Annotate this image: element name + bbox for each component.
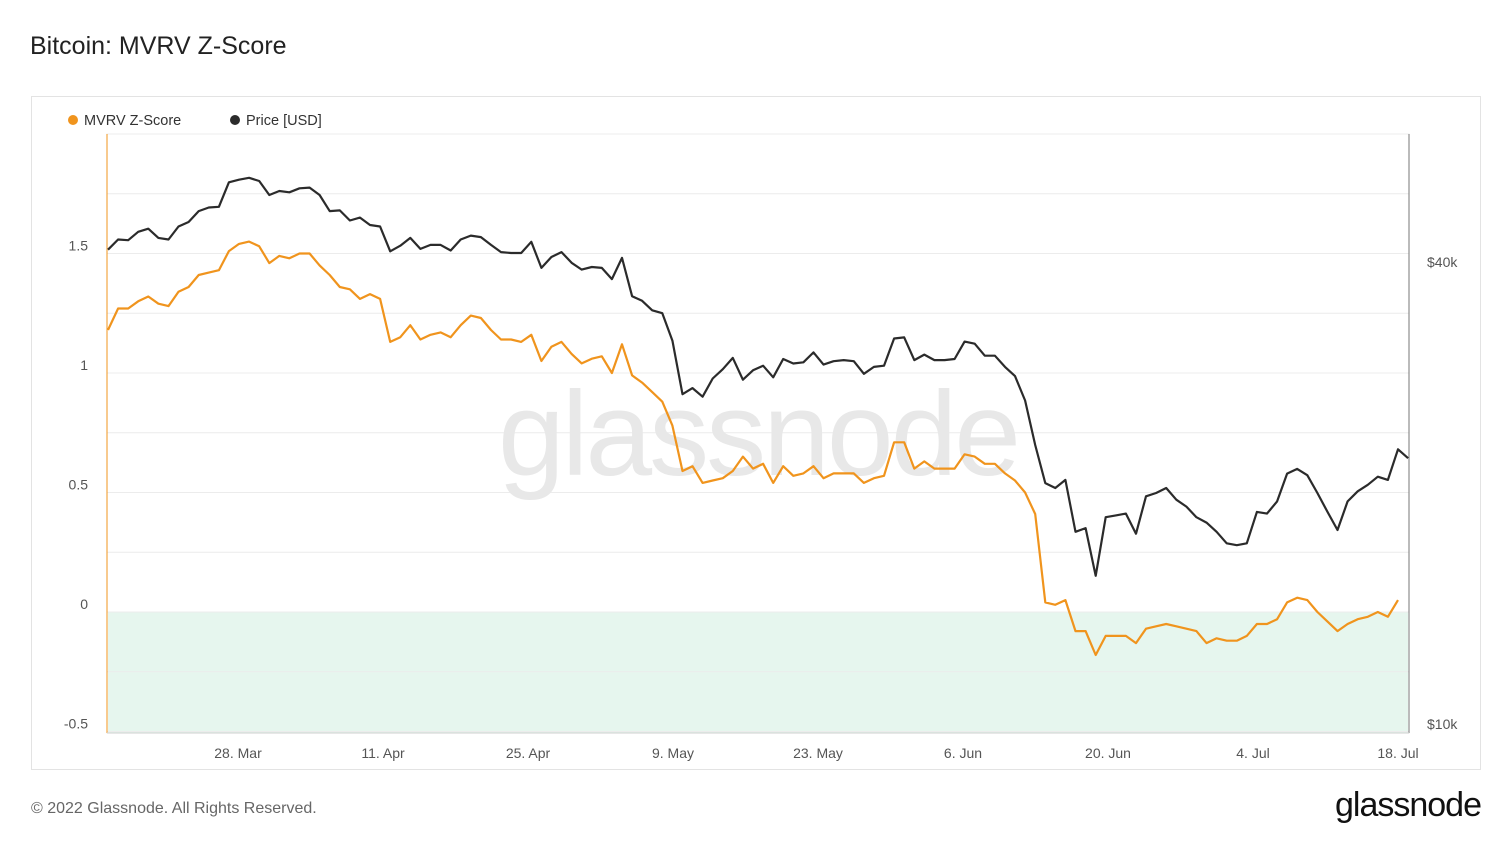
x-tick-label: 9. May — [652, 745, 694, 761]
y-left-tick-label: 0 — [80, 596, 88, 612]
legend-marker — [68, 115, 78, 125]
x-tick-label: 28. Mar — [214, 745, 262, 761]
x-tick-label: 18. Jul — [1377, 745, 1418, 761]
page-title: Bitcoin: MVRV Z-Score — [30, 32, 287, 60]
y-left-tick-label: 0.5 — [69, 477, 89, 493]
legend-label: MVRV Z-Score — [84, 113, 181, 129]
y-left-tick-label: 1 — [80, 357, 88, 373]
undervalued-zone — [108, 612, 1408, 733]
footer-copyright: © 2022 Glassnode. All Rights Reserved. — [31, 800, 317, 817]
mvrv-z-score-line — [107, 240, 1399, 657]
y-right-tick-label: $40k — [1427, 254, 1458, 270]
x-tick-label: 23. May — [793, 745, 843, 761]
chart-frame: glassnode 1.5 1 0.5 0 -0.5 $40k $10k 28. Mar 11.… — [31, 96, 1481, 770]
x-tick-label: 4. Jul — [1236, 745, 1269, 761]
x-tick-label: 6. Jun — [944, 745, 982, 761]
x-tick-label: 11. Apr — [361, 745, 405, 761]
x-tick-label: 20. Jun — [1085, 745, 1131, 761]
y-right-tick-label: $10k — [1427, 716, 1458, 732]
mvrv-chart: glassnode 1.5 1 0.5 0 -0.5 $40k $10k 28. Mar 11.… — [64, 113, 1458, 761]
legend-marker — [230, 115, 240, 125]
price-line — [107, 176, 1409, 577]
y-left-tick-label: -0.5 — [64, 716, 88, 732]
glassnode-logo[interactable]: glassnode — [1334, 786, 1482, 824]
watermark: glassnode — [498, 367, 1018, 501]
legend-label: Price [USD] — [246, 113, 322, 129]
x-tick-label: 25. Apr — [506, 745, 551, 761]
y-left-tick-label: 1.5 — [69, 238, 89, 254]
